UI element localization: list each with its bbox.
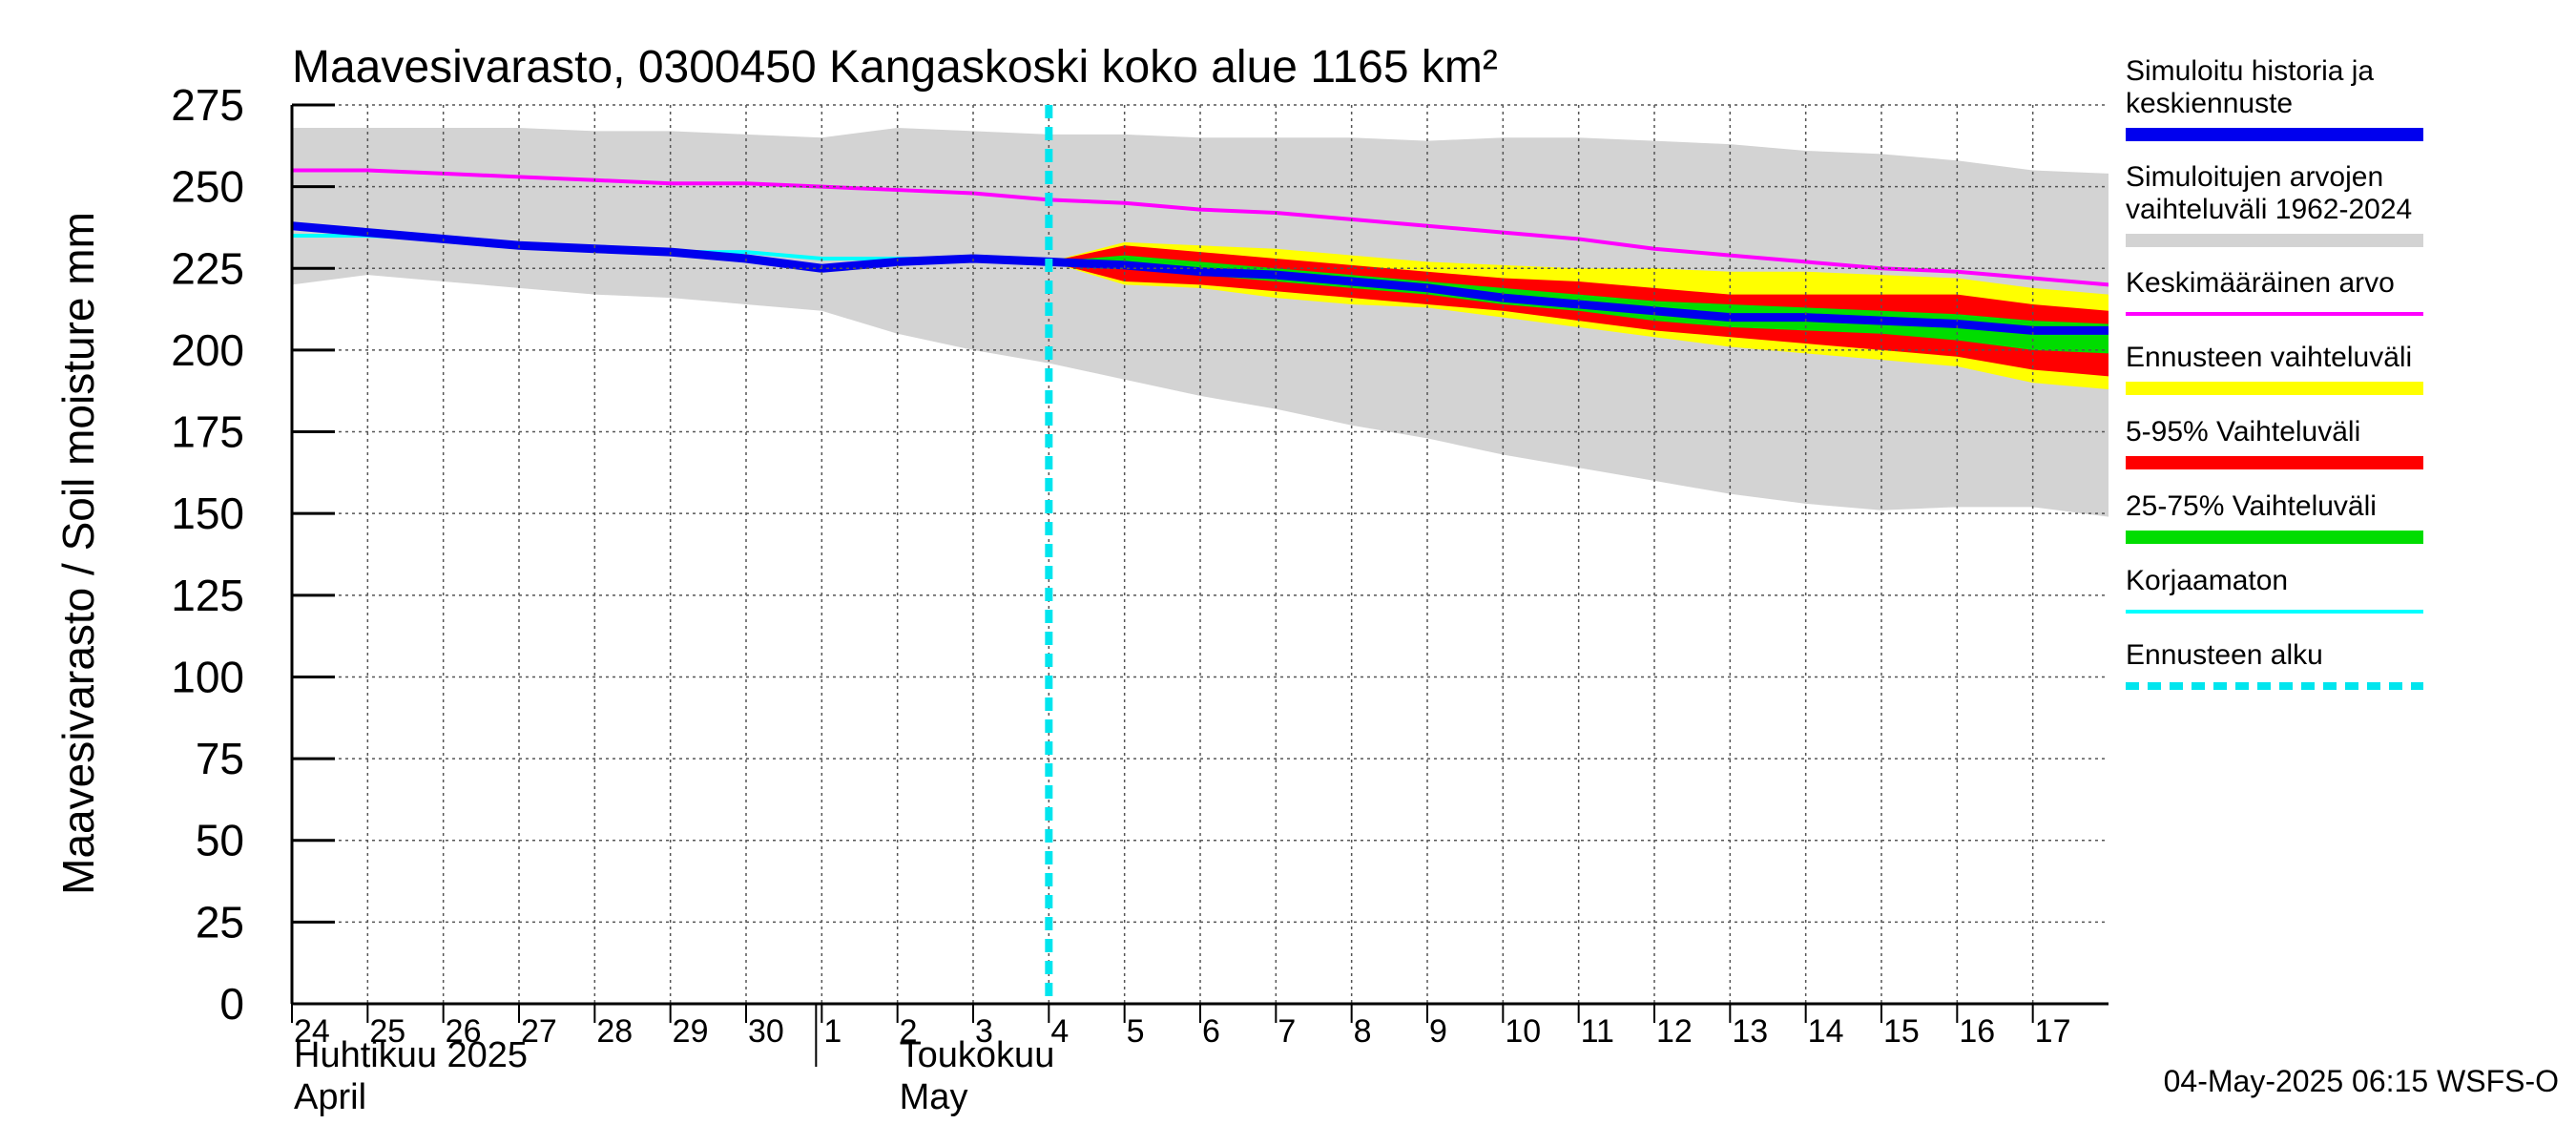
y-tick-label: 0: [219, 979, 244, 1029]
x-tick-label: 29: [673, 1013, 709, 1050]
x-tick-label: 11: [1581, 1013, 1614, 1050]
x-tick-label: 6: [1202, 1013, 1220, 1050]
x-tick-label: 4: [1050, 1013, 1069, 1050]
legend-label: Keskimääräinen arvo: [2126, 267, 2395, 299]
x-tick-label: 16: [1959, 1013, 1995, 1050]
legend-label: Simuloitujen arvojen: [2126, 161, 2383, 193]
month-label: Toukokuu: [900, 1035, 1055, 1075]
y-tick-label: 225: [171, 243, 244, 293]
month-label: May: [900, 1077, 968, 1117]
month-label: Huhtikuu 2025: [294, 1035, 528, 1075]
x-tick-label: 10: [1505, 1013, 1541, 1050]
legend-label: 5-95% Vaihteluväli: [2126, 416, 2360, 448]
legend-label: Korjaamaton: [2126, 565, 2288, 596]
x-tick-label: 3: [975, 1013, 993, 1050]
x-tick-label: 13: [1732, 1013, 1768, 1050]
legend-label: Simuloitu historia ja: [2126, 55, 2374, 87]
grid: [292, 104, 2109, 1004]
series-line-3: [292, 221, 2109, 335]
x-tick-label: 15: [1883, 1013, 1920, 1050]
x-tick-label: 24: [294, 1013, 330, 1050]
chart-title: Maavesivarasto, 0300450 Kangaskoski koko…: [292, 42, 1498, 93]
y-axis-label: Maavesivarasto / Soil moisture mm: [53, 212, 103, 895]
x-tick-label: 14: [1808, 1013, 1844, 1050]
x-tick-label: 26: [446, 1013, 482, 1050]
y-tick-label: 100: [171, 652, 244, 701]
x-tick-label: 2: [900, 1013, 918, 1050]
y-tick-label: 275: [171, 80, 244, 130]
y-tick-label: 250: [171, 162, 244, 212]
y-tick-label: 150: [171, 489, 244, 538]
x-tick-label: 25: [369, 1013, 405, 1050]
legend-label: keskiennuste: [2126, 88, 2293, 119]
x-tick-label: 5: [1127, 1013, 1145, 1050]
legend-label: Ennusteen vaihteluväli: [2126, 342, 2412, 373]
timestamp-footer: 04-May-2025 06:15 WSFS-O: [2164, 1064, 2559, 1098]
legend-label: vaihteluväli 1962-2024: [2126, 194, 2412, 225]
y-tick-label: 75: [196, 734, 244, 783]
month-label: April: [294, 1077, 366, 1117]
y-tick-label: 25: [196, 897, 244, 947]
y-tick-label: 125: [171, 571, 244, 620]
x-tick-label: 27: [521, 1013, 557, 1050]
x-tick-label: 1: [823, 1013, 841, 1050]
y-tick-label: 175: [171, 407, 244, 457]
x-tick-label: 9: [1429, 1013, 1447, 1050]
x-tick-label: 30: [748, 1013, 784, 1050]
y-tick-label: 200: [171, 325, 244, 375]
x-tick-label: 28: [596, 1013, 633, 1050]
x-tick-label: 17: [2035, 1013, 2071, 1050]
legend-label: 25-75% Vaihteluväli: [2126, 490, 2377, 522]
y-tick-label: 50: [196, 816, 244, 865]
x-tick-label: 12: [1656, 1013, 1693, 1050]
legend-label: Ennusteen alku: [2126, 639, 2323, 671]
x-tick-label: 7: [1278, 1013, 1296, 1050]
x-tick-label: 8: [1354, 1013, 1372, 1050]
